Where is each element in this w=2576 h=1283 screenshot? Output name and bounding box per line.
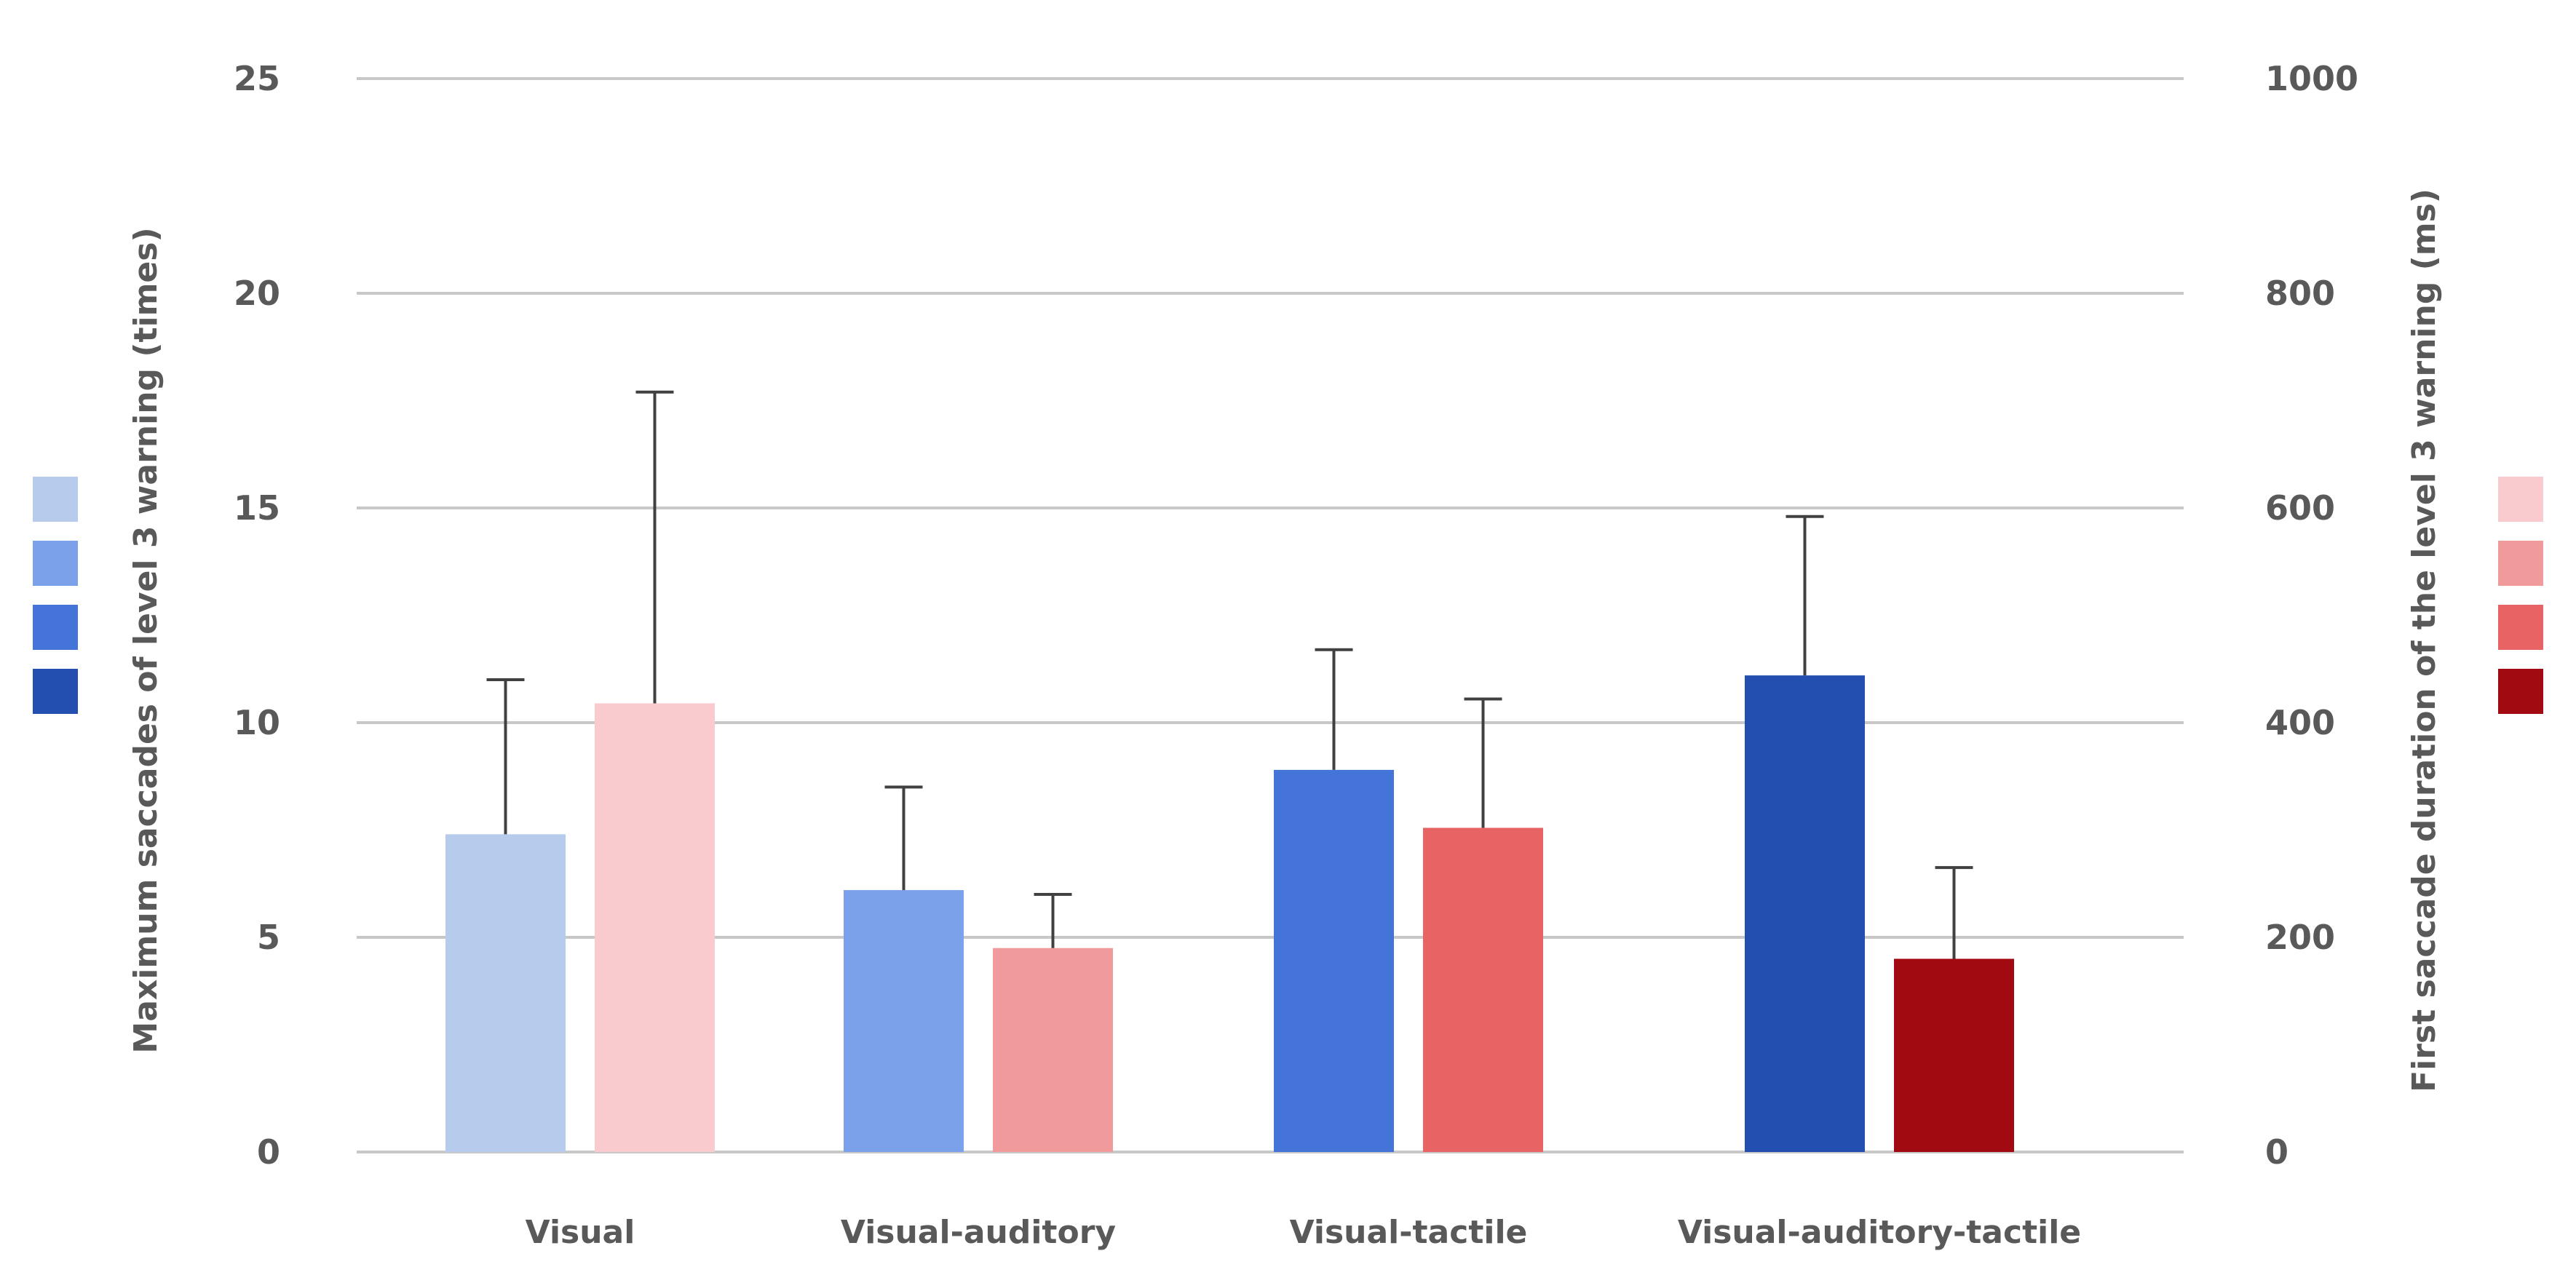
right-tick-label: 200 [2265,918,2335,957]
bar-first-saccade-duration-1 [993,948,1113,1152]
bars [445,675,2014,1152]
right-axis-title: First saccade duration of the level 3 wa… [2406,188,2443,1092]
bar-max-saccades-1 [844,890,964,1152]
legend [33,477,2543,714]
bar-first-saccade-duration-0 [595,703,715,1152]
right-tick-label: 800 [2265,274,2335,313]
legend-swatch-left [33,669,78,714]
category-label: Visual-auditory-tactile [1678,1214,2081,1251]
bar-max-saccades-2 [1274,769,1394,1152]
error-bars [486,390,1973,959]
tick-labels: 0 0 5 200 10 400 15 600 20 800 25 1000 [234,59,2358,1172]
right-tick-label: 0 [2265,1132,2288,1172]
left-tick-label: 5 [257,918,280,957]
left-tick-label: 10 [234,703,280,742]
legend-swatch-right [2498,669,2543,714]
bar-max-saccades-0 [445,834,566,1152]
left-tick-label: 0 [257,1132,280,1172]
legend-swatch-left [33,605,78,650]
category-label: Visual [526,1214,635,1251]
bar-first-saccade-duration-2 [1423,827,1543,1152]
right-tick-label: 600 [2265,488,2335,528]
left-tick-label: 25 [234,59,280,98]
legend-swatch-right [2498,477,2543,522]
legend-swatch-right [2498,541,2543,586]
bar-max-saccades-3 [1745,675,1865,1152]
left-tick-label: 15 [234,488,280,528]
bar-first-saccade-duration-3 [1894,958,2014,1152]
legend-swatch-left [33,477,78,522]
category-label: Visual-tactile [1290,1214,1528,1251]
right-tick-label: 400 [2265,703,2335,742]
left-axis-title: Maximum saccades of level 3 warning (tim… [127,227,165,1053]
legend-swatch-left [33,541,78,586]
category-label: Visual-auditory [841,1214,1116,1251]
category-labels: Visual Visual-auditory Visual-tactile Visua… [526,1214,2081,1251]
legend-swatch-right [2498,605,2543,650]
right-tick-label: 1000 [2265,59,2358,98]
left-tick-label: 20 [234,274,280,313]
